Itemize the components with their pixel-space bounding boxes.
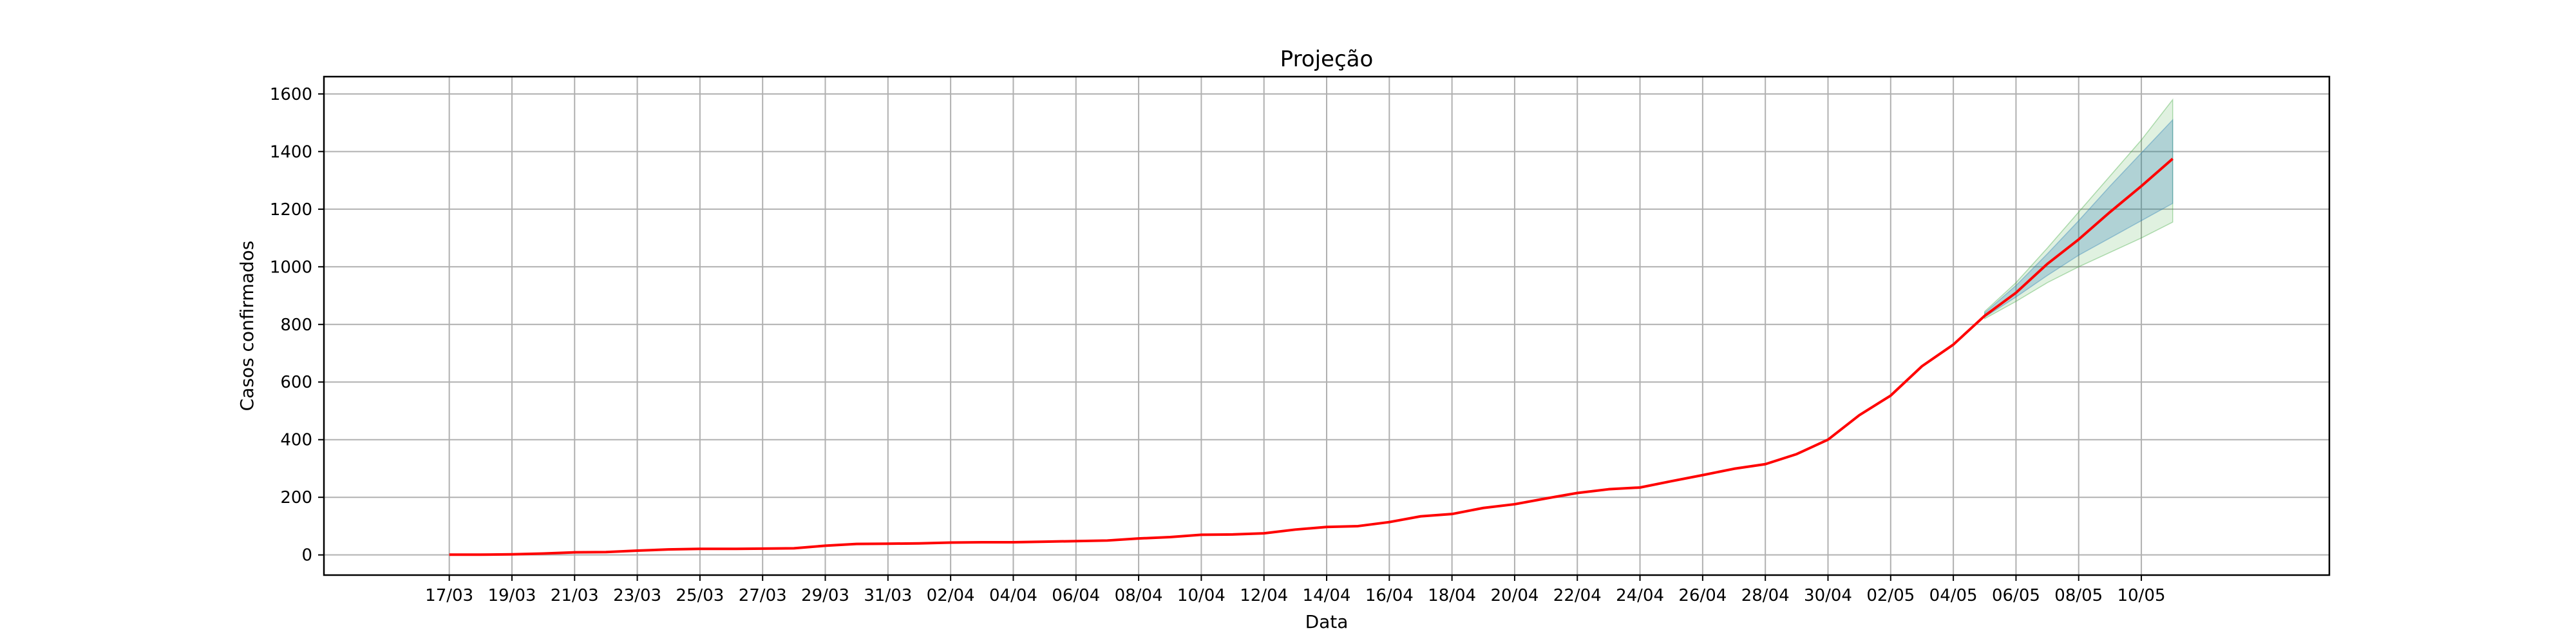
- confidence-band-0: [1984, 98, 2174, 320]
- x-tick-label: 14/04: [1303, 586, 1351, 605]
- confidence-band-1: [1984, 118, 2174, 318]
- x-axis-ticks: 17/03 19/03 21/03 23/03 25/03 27/03 29/03 31/03…: [425, 575, 2166, 605]
- x-tick-label: 06/04: [1052, 586, 1100, 605]
- x-tick-label: 04/05: [1929, 586, 1978, 605]
- x-tick-label: 21/03: [551, 586, 599, 605]
- y-axis-ticks: 0 200 400 600 800 1000 1200 1400 1600: [270, 85, 324, 565]
- y-tick-label: 400: [280, 431, 312, 450]
- y-axis-label: Casos confirmados: [236, 241, 258, 412]
- y-tick-label: 1600: [270, 85, 312, 104]
- series-line-0: [449, 158, 2174, 556]
- y-tick-label: 1400: [270, 142, 312, 162]
- x-tick-label: 22/04: [1553, 586, 1602, 605]
- x-tick-label: 29/03: [801, 586, 849, 605]
- x-tick-label: 23/03: [613, 586, 661, 605]
- y-tick-label: 1000: [270, 258, 312, 277]
- x-tick-label: 08/04: [1115, 586, 1163, 605]
- y-tick-label: 600: [280, 373, 312, 392]
- x-tick-label: 08/05: [2054, 586, 2103, 605]
- x-tick-label: 30/04: [1804, 586, 1852, 605]
- x-tick-label: 18/04: [1428, 586, 1476, 605]
- x-tick-label: 19/03: [488, 586, 536, 605]
- y-tick-label: 200: [280, 488, 312, 507]
- x-tick-label: 10/05: [2117, 586, 2166, 605]
- x-tick-label: 25/03: [676, 586, 724, 605]
- y-tick-label: 0: [301, 546, 312, 565]
- grid: [324, 77, 2329, 575]
- x-tick-label: 31/03: [864, 586, 912, 605]
- series-lines: [449, 158, 2174, 556]
- x-tick-label: 20/04: [1490, 586, 1539, 605]
- x-axis-label: Data: [1305, 611, 1349, 632]
- x-tick-label: 02/05: [1866, 586, 1915, 605]
- chart-title: Projeção: [1280, 46, 1374, 72]
- x-tick-label: 12/04: [1240, 586, 1288, 605]
- x-tick-label: 26/04: [1678, 586, 1727, 605]
- x-tick-label: 06/05: [1992, 586, 2040, 605]
- x-tick-label: 24/04: [1616, 586, 1664, 605]
- x-tick-label: 02/04: [927, 586, 975, 605]
- confidence-bands: [1984, 98, 2174, 320]
- x-tick-label: 16/04: [1365, 586, 1414, 605]
- x-tick-label: 17/03: [425, 586, 473, 605]
- y-tick-label: 1200: [270, 200, 312, 220]
- x-tick-label: 27/03: [739, 586, 787, 605]
- x-tick-label: 04/04: [989, 586, 1037, 605]
- y-tick-label: 800: [280, 316, 312, 335]
- x-tick-label: 10/04: [1177, 586, 1226, 605]
- x-tick-label: 28/04: [1741, 586, 1790, 605]
